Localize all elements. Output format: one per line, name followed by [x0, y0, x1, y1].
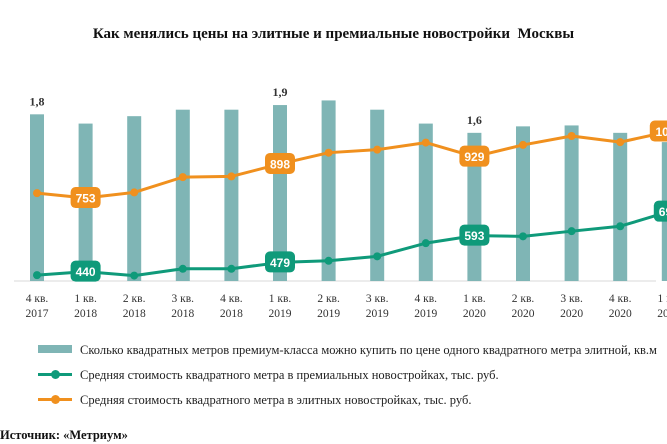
premium-label-box-9: [459, 224, 490, 246]
source-note: Источник: «Метриум»: [0, 428, 128, 442]
x-tick-year-6: 2019: [317, 308, 340, 320]
x-tick-year-1: 2018: [74, 308, 97, 320]
x-tick-quarter-5: 1 кв.: [269, 293, 292, 305]
x-tick-quarter-4: 4 кв.: [220, 293, 243, 305]
elite-point-0: [33, 189, 41, 198]
premium-label-1: 440: [76, 265, 96, 279]
premium-point-3: [178, 264, 187, 273]
bar-7: [370, 109, 385, 281]
elite-point-4: [227, 172, 236, 181]
x-tick-year-2: 2018: [123, 308, 146, 320]
x-tick-quarter-13: 1 кв.: [658, 293, 667, 305]
x-tick-year-10: 2020: [512, 308, 535, 320]
x-tick-quarter-9: 1 кв.: [463, 293, 486, 305]
premium-point-2: [130, 271, 139, 280]
bar-label-9: 1,6: [467, 113, 482, 127]
x-tick-year-8: 2019: [414, 308, 437, 320]
elite-point-10: [519, 140, 527, 149]
elite-label-box-5: [265, 152, 295, 174]
premium-label-13: 695: [659, 205, 667, 219]
bar-12: [613, 132, 628, 281]
premium-point-11: [567, 227, 576, 236]
x-tick-year-13: 2021: [657, 308, 667, 320]
bar-6: [321, 100, 336, 282]
bar-3: [175, 109, 190, 281]
elite-point-11: [567, 132, 576, 141]
elite-label-box-13: [649, 120, 667, 142]
premium-point-0: [33, 271, 41, 280]
premium-line: [36, 210, 667, 278]
x-tick-quarter-2: 2 кв.: [123, 293, 146, 305]
premium-point-8: [421, 239, 430, 248]
chart-plot: 1,81,91,61,544047959369575389892910364 к…: [14, 85, 667, 320]
x-tick-quarter-11: 3 кв.: [560, 293, 583, 305]
elite-label-13: 1036: [655, 125, 667, 139]
x-tick-quarter-10: 2 кв.: [512, 293, 535, 305]
elite-point-2: [130, 188, 139, 197]
premium-point-7: [373, 252, 382, 261]
elite-line: [36, 130, 667, 200]
bar-label-0: 1,8: [30, 94, 45, 108]
elite-point-12: [616, 138, 625, 147]
bar-10: [516, 126, 530, 281]
elite-label-box-9: [459, 145, 490, 167]
legend-swatch-elite-dot: [51, 395, 60, 404]
x-tick-year-12: 2020: [609, 308, 632, 320]
bar-11: [564, 125, 579, 281]
x-tick-year-0: 2017: [26, 308, 49, 320]
elite-point-3: [178, 173, 187, 182]
premium-point-12: [616, 222, 625, 231]
chart-title: Как менялись цены на элитные и премиальн…: [92, 26, 575, 42]
legend-label-premium: Средняя стоимость квадратного метра в пр…: [80, 368, 499, 382]
x-tick-quarter-7: 3 кв.: [366, 293, 389, 305]
bar-4: [224, 109, 239, 281]
premium-point-10: [519, 232, 527, 241]
bar-0: [30, 114, 44, 281]
x-tick-quarter-0: 4 кв.: [26, 293, 49, 305]
x-tick-year-7: 2019: [366, 308, 389, 320]
premium-label-box-13: [653, 200, 667, 222]
elite-point-6: [324, 148, 333, 157]
bar-2: [127, 116, 142, 281]
x-tick-year-4: 2018: [220, 308, 243, 320]
elite-label-box-1: [70, 187, 101, 209]
bar-5: [273, 105, 287, 281]
elite-label-9: 929: [464, 150, 484, 164]
elite-label-5: 898: [270, 157, 290, 171]
premium-label-box-5: [265, 251, 295, 273]
premium-label-5: 479: [270, 256, 290, 270]
premium-label-9: 593: [464, 229, 484, 243]
premium-point-6: [324, 256, 333, 265]
x-tick-quarter-8: 4 кв.: [415, 293, 438, 305]
elite-label-1: 753: [76, 192, 96, 206]
x-tick-year-11: 2020: [560, 308, 583, 320]
x-tick-quarter-3: 3 кв.: [172, 293, 195, 305]
x-tick-year-5: 2019: [269, 308, 292, 320]
premium-point-4: [227, 264, 236, 273]
elite-point-7: [373, 145, 382, 154]
legend-swatch-premium-dot: [51, 370, 60, 379]
legend-label-elite: Средняя стоимость квадратного метра в эл…: [80, 393, 472, 407]
bar-8: [418, 123, 433, 281]
premium-label-box-1: [70, 260, 101, 282]
x-tick-quarter-1: 1 кв.: [74, 293, 97, 305]
bar-label-5: 1,9: [273, 85, 288, 99]
elite-point-8: [421, 138, 430, 147]
x-tick-quarter-6: 2 кв.: [317, 293, 340, 305]
x-tick-year-3: 2018: [171, 308, 194, 320]
x-tick-year-9: 2020: [463, 308, 486, 320]
legend-label-ratio: Сколько квадратных метров премиум-класса…: [80, 343, 657, 357]
legend-swatch-bar: [38, 345, 72, 353]
x-tick-quarter-12: 4 кв.: [609, 293, 632, 305]
